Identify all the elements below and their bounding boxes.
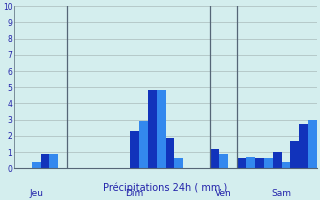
Text: Ven: Ven	[215, 189, 232, 198]
Bar	[41, 154, 50, 168]
Bar	[273, 152, 282, 168]
X-axis label: Précipitations 24h ( mm ): Précipitations 24h ( mm )	[103, 182, 228, 193]
Bar	[50, 154, 59, 168]
Text: Jeu: Jeu	[29, 189, 43, 198]
Bar	[148, 90, 156, 168]
Bar	[237, 158, 246, 168]
Bar	[165, 138, 174, 168]
Bar	[291, 141, 300, 168]
Bar	[219, 154, 228, 168]
Bar	[130, 131, 139, 168]
Bar	[210, 149, 219, 168]
Bar	[139, 121, 148, 168]
Bar	[32, 162, 41, 168]
Bar	[174, 158, 183, 168]
Bar	[255, 158, 264, 168]
Bar	[246, 157, 255, 168]
Text: Dim: Dim	[125, 189, 143, 198]
Bar	[308, 120, 317, 168]
Bar	[156, 90, 165, 168]
Bar	[282, 162, 291, 168]
Bar	[264, 158, 273, 168]
Text: Sam: Sam	[272, 189, 292, 198]
Bar	[300, 124, 308, 168]
